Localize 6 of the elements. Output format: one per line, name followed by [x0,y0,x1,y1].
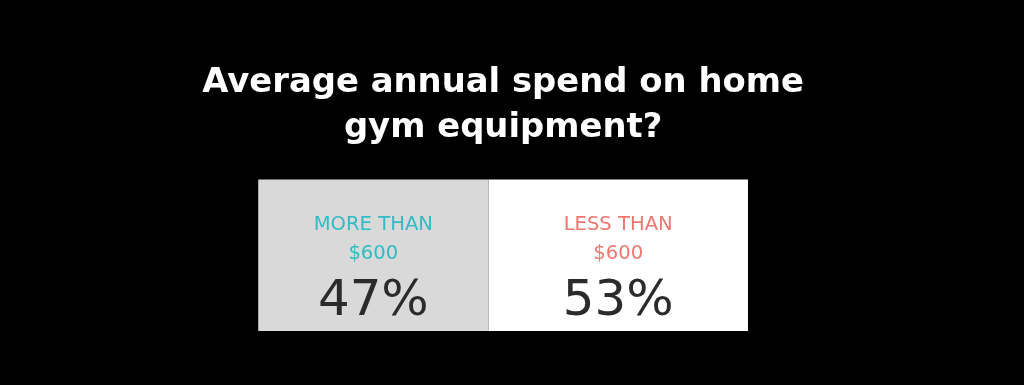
data-label: 53% [562,268,674,327]
series-label: MORE THAN $600 [313,212,433,264]
data-label: 47% [317,268,429,327]
text: gym equipment? [343,105,663,145]
text: Average annual spend on home [202,61,804,101]
series-label: LESS THAN $600 [563,212,673,264]
